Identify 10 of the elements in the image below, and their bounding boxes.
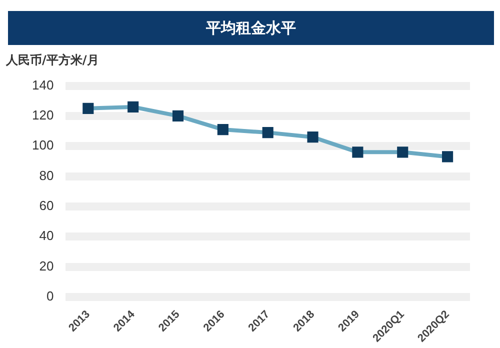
y-tick-label: 80 [39,168,54,183]
y-tick-label: 120 [32,108,54,123]
y-tick-label: 140 [32,77,54,92]
y-tick-label: 60 [39,198,54,214]
y-axis-title: 人民币/平方米/月 [6,52,99,69]
y-tick-label: 40 [39,228,54,244]
y-tick-label: 20 [39,258,54,274]
y-tick-label: 0 [46,288,54,304]
chart-title: 平均租金水平 [8,11,494,45]
y-tick-label: 100 [32,138,54,153]
